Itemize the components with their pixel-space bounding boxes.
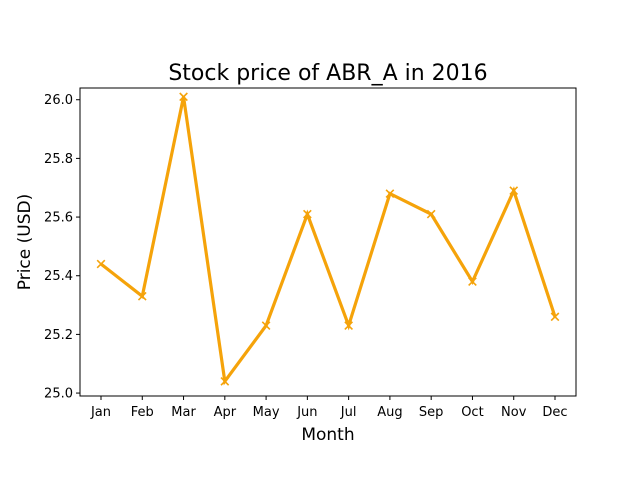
marker-stroke <box>220 376 230 386</box>
data-point-marker <box>220 376 230 386</box>
data-point-marker <box>179 92 188 102</box>
data-point-marker <box>261 321 271 330</box>
y-tick-label: 25.6 <box>44 211 73 226</box>
x-tick-label: Oct <box>461 405 483 420</box>
x-tick-label: Jan <box>90 405 111 420</box>
marker-stroke <box>468 277 477 286</box>
marker-stroke <box>509 186 519 196</box>
y-tick-label: 25.0 <box>44 387 73 402</box>
y-tick-label: 26.0 <box>44 93 73 108</box>
marker-stroke <box>385 189 395 198</box>
x-tick-label: Jul <box>340 405 357 420</box>
y-tick-label: 25.8 <box>44 152 73 167</box>
y-tick-label: 25.2 <box>44 328 73 343</box>
x-tick-label: Mar <box>171 405 196 420</box>
y-axis: 25.0 25.2 25.4 25.6 25.8 26.0 <box>44 93 80 402</box>
series-line <box>100 96 557 386</box>
data-point-marker <box>426 209 436 219</box>
y-axis-label: Price (USD) <box>15 194 35 290</box>
data-point-marker <box>137 291 147 301</box>
x-axis-label: Month <box>301 425 354 445</box>
data-point-marker <box>550 312 560 322</box>
x-tick-label: Apr <box>214 405 237 420</box>
marker-stroke <box>426 209 436 219</box>
data-point-marker <box>96 259 106 269</box>
marker-stroke <box>96 259 106 269</box>
marker-stroke <box>261 321 271 330</box>
y-tick-label: 25.4 <box>44 269 73 284</box>
x-tick-label: Dec <box>542 405 567 420</box>
x-tick-label: Nov <box>501 405 527 420</box>
chart-title: Stock price of ABR_A in 2016 <box>168 61 487 86</box>
x-axis: Jan Feb Mar Apr May Jun Jul Aug Sep Oct Nov Dec <box>90 396 568 420</box>
x-tick-label: Aug <box>377 405 402 420</box>
series-layer <box>96 92 560 386</box>
marker-stroke <box>179 92 188 102</box>
data-point-marker <box>468 277 477 286</box>
x-tick-label: Feb <box>131 405 154 420</box>
marker-stroke <box>137 291 147 301</box>
data-point-marker <box>344 321 354 330</box>
x-tick-label: May <box>253 405 280 420</box>
plot-area-frame <box>79 87 577 397</box>
x-tick-label: Sep <box>419 405 444 420</box>
data-point-marker <box>385 189 395 198</box>
marker-stroke <box>344 321 354 330</box>
marker-stroke <box>550 312 560 322</box>
x-tick-label: Jun <box>296 405 317 420</box>
data-point-marker <box>509 186 519 196</box>
data-point-marker <box>302 209 312 219</box>
marker-stroke <box>302 209 312 219</box>
